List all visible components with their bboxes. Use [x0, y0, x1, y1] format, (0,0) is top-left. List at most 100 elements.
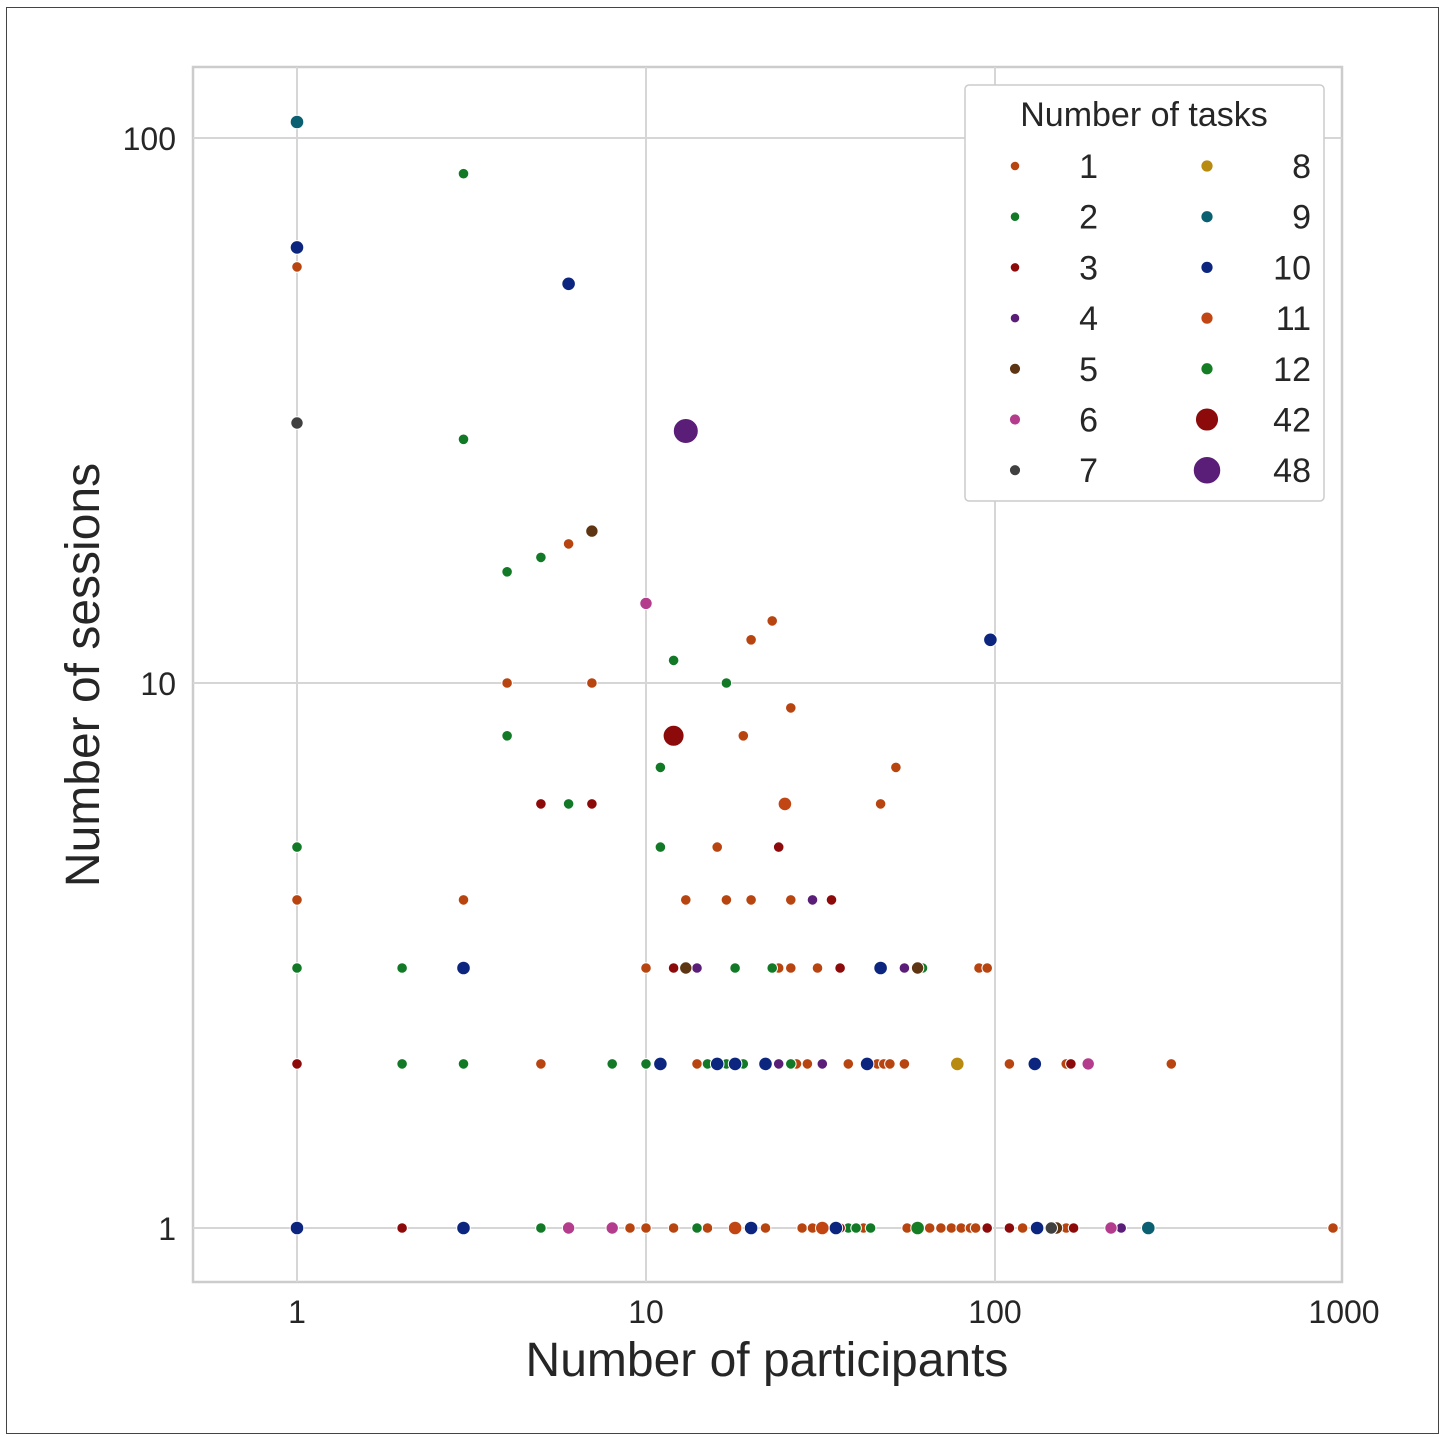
point-tasks-10	[456, 1220, 471, 1236]
x-axis-title: Number of participants	[526, 1334, 1009, 1387]
point-tasks-1	[981, 962, 994, 974]
legend-label-6: 6	[1079, 402, 1098, 440]
point-tasks-3	[667, 962, 680, 974]
point-tasks-3	[772, 841, 785, 853]
point-tasks-1	[969, 1222, 982, 1234]
point-tasks-10	[828, 1220, 844, 1236]
point-tasks-3	[586, 798, 598, 810]
point-tasks-5	[585, 524, 599, 538]
point-tasks-2	[291, 962, 303, 974]
point-tasks-10	[561, 276, 576, 292]
point-tasks-12	[910, 1220, 925, 1236]
point-tasks-1	[624, 1222, 636, 1234]
x-tick-label: 1000	[1308, 1294, 1379, 1330]
point-tasks-2	[654, 761, 667, 774]
legend-marker-4	[1009, 312, 1021, 324]
point-tasks-1	[691, 1058, 703, 1070]
point-tasks-2	[291, 841, 303, 853]
legend-marker-8	[1200, 159, 1214, 173]
legend-marker-10	[1200, 260, 1214, 275]
point-tasks-2	[729, 962, 741, 974]
point-tasks-1	[766, 615, 779, 627]
point-tasks-6	[561, 1221, 576, 1235]
y-tick-label: 100	[123, 121, 176, 157]
legend-label-5: 5	[1079, 351, 1098, 389]
point-tasks-1	[811, 962, 824, 974]
legend-marker-7	[1008, 464, 1022, 477]
point-tasks-1	[291, 261, 303, 273]
point-tasks-10	[1027, 1056, 1043, 1072]
point-tasks-2	[457, 167, 470, 180]
point-tasks-8	[950, 1056, 965, 1072]
point-tasks-2	[606, 1058, 619, 1070]
point-tasks-1	[884, 1058, 896, 1070]
point-tasks-2	[396, 962, 408, 974]
point-tasks-1	[640, 1222, 652, 1234]
point-tasks-48	[672, 418, 699, 444]
point-tasks-10	[727, 1056, 743, 1072]
point-tasks-1	[745, 894, 757, 906]
point-tasks-1	[562, 538, 575, 550]
point-tasks-1	[785, 894, 797, 906]
point-tasks-1	[785, 702, 797, 714]
point-tasks-2	[501, 566, 513, 578]
point-tasks-2	[654, 841, 667, 853]
x-tick-label: 100	[968, 1294, 1021, 1330]
point-tasks-2	[766, 962, 779, 974]
legend-marker-3	[1009, 262, 1021, 273]
legend-title: Number of tasks	[1020, 96, 1268, 134]
point-tasks-10	[758, 1056, 773, 1072]
point-tasks-1	[801, 1058, 814, 1070]
legend-label-7: 7	[1079, 452, 1098, 490]
point-tasks-6	[639, 596, 653, 611]
point-tasks-2	[535, 551, 547, 564]
point-tasks-1	[457, 894, 470, 906]
point-tasks-1	[785, 962, 797, 974]
point-tasks-1	[667, 1222, 680, 1234]
point-tasks-6	[1081, 1057, 1095, 1071]
point-tasks-5	[910, 961, 925, 975]
point-tasks-11	[777, 796, 793, 812]
point-tasks-4	[898, 962, 911, 974]
point-tasks-2	[864, 1222, 877, 1234]
point-tasks-3	[1065, 1058, 1077, 1070]
y-tick-label: 10	[140, 666, 176, 702]
legend-marker-11	[1200, 311, 1214, 325]
legend-label-1: 1	[1079, 148, 1098, 186]
point-tasks-10	[743, 1220, 759, 1236]
point-tasks-6	[605, 1221, 619, 1235]
point-tasks-1	[640, 962, 652, 974]
x-tick-label: 1	[288, 1294, 306, 1330]
x-tick-label: 10	[628, 1294, 664, 1330]
point-tasks-1	[935, 1222, 947, 1234]
point-tasks-1	[291, 894, 303, 906]
legend-label-48: 48	[1273, 452, 1311, 490]
point-tasks-10	[289, 1220, 305, 1236]
point-tasks-3	[1003, 1222, 1016, 1234]
point-tasks-3	[834, 962, 846, 974]
point-tasks-3	[535, 798, 547, 810]
point-tasks-1	[945, 1222, 958, 1234]
point-tasks-3	[1067, 1222, 1080, 1234]
point-tasks-3	[291, 1058, 303, 1070]
point-tasks-1	[701, 1222, 714, 1234]
point-tasks-4	[772, 1058, 785, 1070]
legend-label-12: 12	[1273, 351, 1311, 389]
point-tasks-2	[396, 1058, 408, 1070]
point-tasks-10	[859, 1056, 875, 1072]
point-tasks-7	[290, 416, 304, 430]
point-tasks-2	[562, 798, 575, 810]
figure-frame	[6, 7, 1439, 1434]
legend-marker-2	[1009, 211, 1021, 222]
point-tasks-3	[825, 894, 838, 906]
point-tasks-1	[898, 1058, 911, 1070]
point-tasks-1	[874, 798, 887, 810]
point-tasks-2	[785, 1058, 797, 1070]
point-tasks-1	[923, 1222, 936, 1234]
point-tasks-1	[737, 730, 750, 742]
point-tasks-2	[640, 1058, 652, 1070]
point-tasks-4	[806, 894, 819, 906]
point-tasks-2	[457, 433, 470, 446]
y-tick-label: 1	[158, 1211, 176, 1247]
